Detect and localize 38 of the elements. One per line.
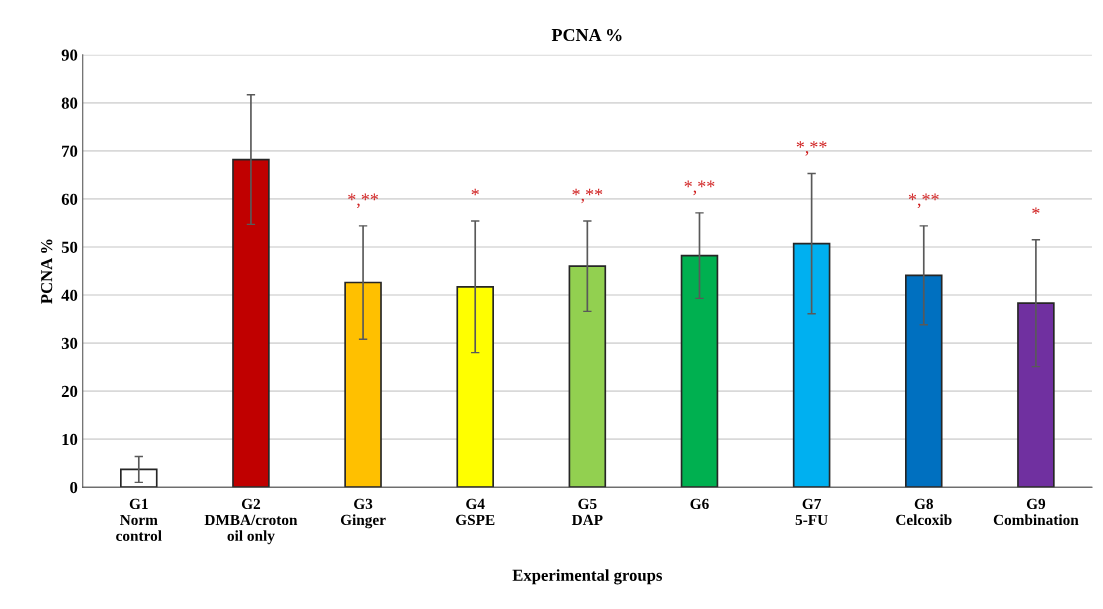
x-tick-label: G1 Norm control	[116, 498, 162, 542]
x-tick-label: G4 GSPE	[456, 498, 495, 526]
x-tick-label: G3 Ginger	[340, 498, 386, 529]
y-tick-label: 20	[61, 385, 78, 398]
bar	[792, 242, 831, 488]
bar	[1017, 302, 1055, 488]
bar	[680, 254, 719, 488]
bar	[904, 274, 943, 488]
x-tick-label: G9 Combination	[993, 498, 1079, 526]
y-axis-title: PCNA %	[41, 239, 53, 304]
y-tick-label: 60	[61, 193, 78, 205]
annotation: *	[471, 188, 479, 196]
y-tick-label: 30	[61, 337, 78, 350]
bar	[232, 158, 270, 488]
x-tick-label: G2 DMBA/croton oil only	[204, 498, 298, 545]
annotation: *,**	[908, 193, 939, 209]
x-tick-label: G7 5-FU	[795, 498, 828, 526]
x-tick-label: G6	[690, 498, 709, 510]
annotation: *,**	[684, 180, 715, 196]
bar	[568, 265, 607, 488]
annotation: *,**	[572, 188, 603, 204]
bar	[456, 286, 494, 488]
x-axis-title: Experimental groups	[512, 569, 663, 585]
y-tick-label: 40	[61, 289, 78, 301]
x-tick-label: G5 DAP	[571, 498, 603, 525]
y-tick-label: 70	[62, 145, 78, 157]
bar	[120, 468, 158, 488]
y-tick-label: 10	[62, 433, 78, 446]
y-tick-label: 80	[61, 97, 78, 109]
y-tick-label: 0	[70, 481, 78, 494]
y-tick-label: 90	[61, 49, 78, 61]
y-tick-label: 50	[61, 241, 78, 253]
bar	[344, 281, 382, 488]
chart-title: PCNA %	[551, 28, 622, 42]
x-tick-label: G8 Celcoxib	[896, 498, 952, 526]
annotation: *,**	[796, 141, 827, 156]
annotation: *,**	[348, 193, 379, 209]
annotation: *	[1032, 207, 1040, 215]
